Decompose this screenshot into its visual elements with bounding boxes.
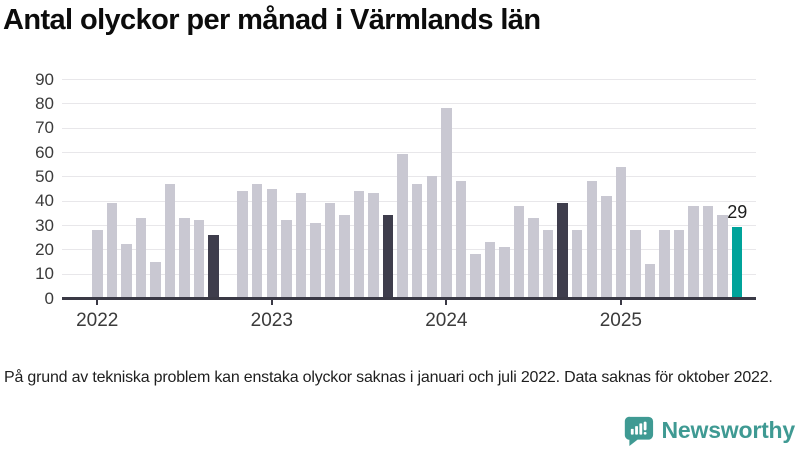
bar-2024-11 — [586, 181, 598, 298]
bar-2022-02 — [106, 203, 118, 298]
gridline — [62, 200, 756, 202]
bar-2022-09 — [208, 234, 219, 298]
bar-2023-04 — [310, 222, 321, 298]
bar-2024-07 — [528, 217, 539, 298]
bar-2022-06 — [164, 183, 176, 298]
y-axis-tick-label: 0 — [44, 288, 54, 308]
bar-2025-04 — [659, 229, 670, 298]
bar-2024-08 — [542, 229, 554, 298]
bar-2024-05 — [499, 246, 510, 298]
bar-2022-03 — [121, 244, 132, 298]
bar-2023-09 — [382, 215, 394, 298]
bar-2025-02 — [630, 229, 641, 298]
bar-2024-02 — [455, 181, 467, 298]
bar-2024-12 — [601, 195, 612, 298]
y-axis-tick-label: 80 — [35, 93, 54, 113]
bar-2023-05 — [324, 203, 336, 298]
bar-2023-03 — [295, 193, 307, 298]
footnote: På grund av tekniska problem kan enstaka… — [4, 369, 773, 386]
gridline — [62, 103, 756, 105]
bar-2024-03 — [470, 254, 481, 298]
bar-2023-07 — [353, 190, 365, 298]
bar-2023-01 — [266, 188, 278, 298]
bar-2023-10 — [397, 154, 408, 298]
gridline — [62, 176, 756, 178]
x-axis-label-2024: 2024 — [425, 310, 468, 331]
y-axis-tick-label: 30 — [35, 215, 54, 235]
x-axis-line — [62, 297, 756, 300]
bar-2025-03 — [644, 263, 656, 298]
bar-2022-07 — [179, 217, 190, 298]
gridline — [62, 273, 756, 275]
y-axis-tick-label: 70 — [35, 118, 54, 138]
x-axis-label-2023: 2023 — [250, 310, 293, 331]
bar-2022-11 — [237, 190, 248, 298]
gridline — [62, 152, 756, 153]
bar-2024-04 — [484, 242, 496, 298]
x-axis-tick — [96, 299, 99, 305]
y-axis-tick-label: 60 — [35, 142, 54, 162]
page-title: Antal olyckor per månad i Värmlands län — [3, 4, 541, 36]
x-axis-label-2025: 2025 — [599, 310, 642, 331]
brand-logo: Newsworthy — [623, 415, 795, 446]
gridline — [62, 127, 756, 129]
bar-2025-07 — [702, 205, 714, 298]
bar-2025-08 — [717, 215, 728, 298]
y-axis-tick-label: 10 — [35, 264, 54, 284]
bar-2024-06 — [513, 205, 525, 298]
bar-2023-12 — [426, 176, 438, 298]
bar-2022-04 — [135, 217, 147, 298]
y-axis-tick-label: 20 — [35, 239, 54, 259]
bar-2025-05 — [673, 229, 685, 298]
bar-2023-08 — [368, 193, 379, 298]
y-axis-tick-label: 50 — [35, 166, 54, 186]
latest-bar-value-label: 29 — [727, 202, 748, 223]
y-axis-tick-label: 40 — [35, 191, 54, 211]
bar-2025-09 — [731, 227, 743, 298]
bar-2024-09 — [557, 203, 568, 298]
x-axis-tick — [445, 299, 448, 305]
gridline — [62, 249, 756, 251]
bar-2023-06 — [339, 215, 350, 298]
gridline — [62, 79, 756, 80]
x-axis-tick — [619, 299, 622, 305]
x-axis-tick — [270, 299, 273, 305]
bar-2025-06 — [688, 205, 699, 298]
bar-2022-12 — [251, 183, 263, 298]
bar-2024-10 — [571, 229, 583, 298]
y-axis-tick-label: 90 — [35, 69, 54, 89]
bar-2023-02 — [281, 220, 292, 298]
brand-name: Newsworthy — [661, 417, 796, 443]
bar-2024-01 — [441, 108, 452, 298]
bar-2025-01 — [615, 166, 627, 298]
gridline — [62, 225, 756, 226]
bar-2023-11 — [411, 183, 423, 298]
bar-2022-01 — [92, 229, 103, 298]
x-axis-label-2022: 2022 — [76, 310, 119, 331]
newsworthy-chart-bubble-icon — [624, 416, 653, 446]
bar-2022-08 — [193, 220, 205, 298]
bar-2022-05 — [150, 261, 161, 298]
